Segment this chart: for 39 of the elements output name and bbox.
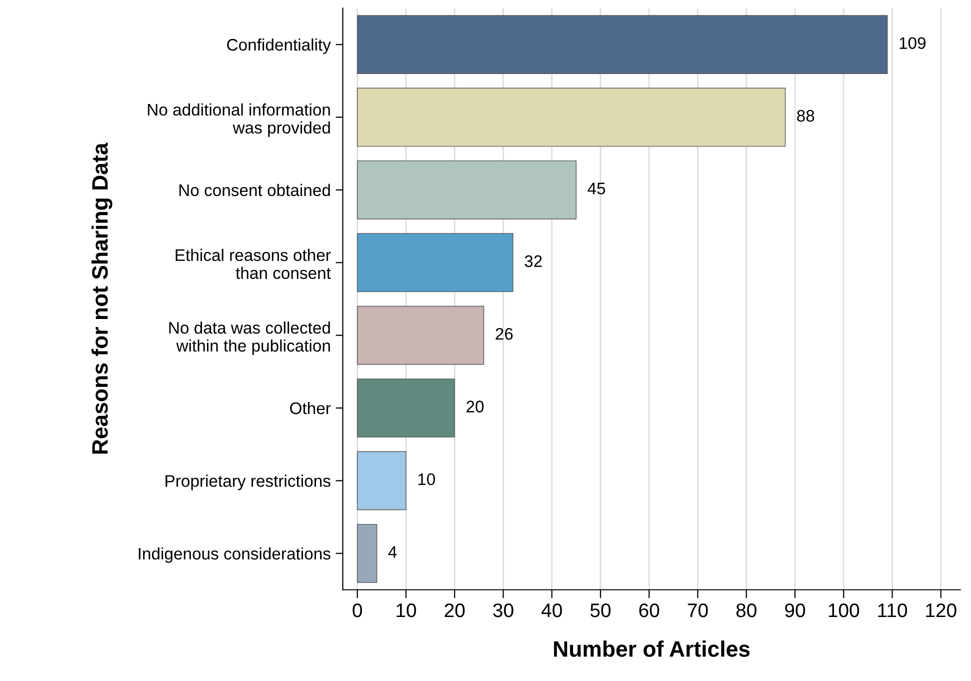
x-tick-label: 100 [828, 603, 860, 618]
y-tick-label: Confidentiality [227, 38, 331, 54]
x-tick-label: 60 [639, 603, 660, 618]
y-tick-label: Indigenous considerations [138, 547, 330, 563]
y-axis-title: Reasons for not Sharing Data [92, 142, 112, 454]
y-tick-label: No consent obtained [179, 184, 330, 196]
bar [357, 233, 514, 292]
y-tick-label: No data was collected within the publication [169, 322, 330, 355]
x-tick-label: 90 [785, 603, 806, 618]
x-tick-label: 70 [688, 603, 708, 618]
x-tick-label: 30 [493, 603, 514, 618]
x-tick-label: 80 [736, 603, 756, 618]
data-label: 26 [496, 328, 513, 340]
data-label: 45 [588, 182, 606, 194]
y-tick-label: No additional information was provided [148, 103, 330, 137]
data-label: 10 [418, 473, 435, 486]
x-tick-label: 120 [926, 603, 956, 618]
bar [357, 160, 577, 220]
data-label: 20 [466, 400, 484, 412]
x-tick-label: 50 [590, 603, 611, 618]
bar [357, 306, 484, 365]
y-tick-label: Ethical reasons other than consent [176, 248, 331, 279]
x-tick-label: 40 [541, 603, 562, 618]
data-label: 109 [900, 37, 926, 49]
bar [357, 378, 455, 438]
bar [357, 15, 888, 74]
data-label: 32 [524, 255, 542, 268]
y-tick-label: Other [290, 402, 331, 414]
data-label: 4 [388, 546, 397, 558]
x-axis-title: Number of Articles [554, 640, 750, 657]
bar [357, 524, 378, 583]
x-tick-label: 0 [352, 603, 362, 618]
bar [357, 88, 786, 147]
y-tick-label: Proprietary restrictions [166, 474, 330, 490]
data-label: 88 [797, 110, 814, 122]
x-tick-label: 20 [444, 603, 465, 618]
bar [357, 451, 406, 510]
x-tick-label: 110 [878, 603, 907, 618]
x-tick-label: 10 [396, 603, 416, 618]
